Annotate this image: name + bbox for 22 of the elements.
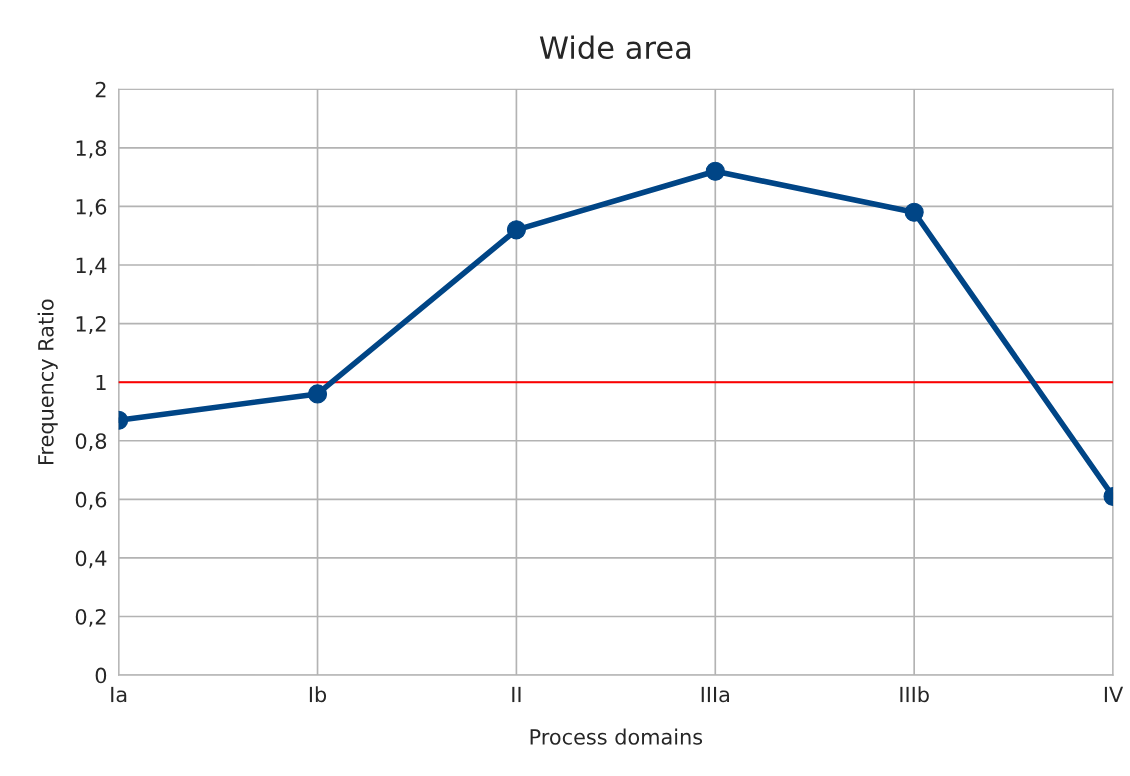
point (506, 220, 526, 240)
x-tick-label: II (512, 686, 521, 703)
y-tick-label: 0,4 (75, 550, 107, 569)
point (705, 161, 725, 181)
x-tick-label: IIIb (900, 686, 929, 703)
x-tick-label: Ia (111, 686, 127, 703)
x-tick-label: Ib (309, 686, 327, 703)
y-tick-label: 0,8 (75, 433, 107, 452)
y-tick-label: 1,2 (76, 316, 106, 334)
y-tick-label: 0 (95, 667, 107, 684)
y-axis-title: Frequency Ratio (37, 299, 58, 464)
y-tick-label: 1,4 (76, 257, 107, 276)
y-tick-label: 1,6 (76, 198, 107, 217)
x-tick-label: IV (1104, 686, 1124, 703)
y-tick-label: 1 (96, 374, 106, 391)
x-axis-title: Process domains (530, 728, 703, 745)
y-tick-label: 1,8 (76, 140, 107, 159)
y-tick-label: 0,2 (75, 608, 106, 627)
chart-title: Wide area (539, 35, 691, 60)
y-tick-label: 2 (95, 81, 106, 98)
y-tick-label: 0,6 (75, 491, 107, 510)
x-tick-label: IIIa (701, 686, 729, 703)
